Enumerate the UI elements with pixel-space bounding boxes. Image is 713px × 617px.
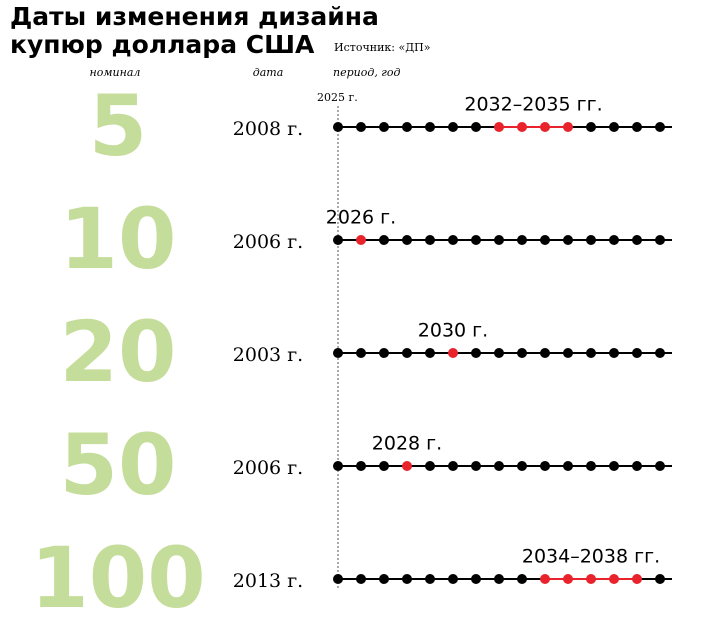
date: 2006 г. (233, 231, 303, 253)
period-dot (609, 574, 619, 584)
period-dot (356, 235, 366, 245)
year-dot (379, 461, 389, 471)
year-dot (609, 348, 619, 358)
year-dot (333, 574, 343, 584)
start-label: 2025 г. (317, 91, 358, 104)
year-dot (448, 235, 458, 245)
period-dot (563, 122, 573, 132)
year-dot (356, 461, 366, 471)
year-dot (540, 235, 550, 245)
date: 2006 г. (233, 457, 303, 479)
period-dot (586, 574, 596, 584)
year-dot (356, 348, 366, 358)
year-dot (517, 235, 527, 245)
year-dot (448, 461, 458, 471)
period-label: 2026 г. (326, 207, 396, 229)
period-dot (402, 461, 412, 471)
year-dot (517, 348, 527, 358)
nominal: 100 (30, 529, 205, 617)
year-dot (379, 122, 389, 132)
column-header: дата (253, 66, 284, 79)
year-dot (379, 235, 389, 245)
year-dot (333, 122, 343, 132)
year-dot (333, 348, 343, 358)
period-dot (563, 574, 573, 584)
year-dot (448, 574, 458, 584)
year-dot (563, 461, 573, 471)
year-dot (655, 348, 665, 358)
year-dot (609, 235, 619, 245)
nominal: 10 (60, 190, 177, 288)
year-dot (586, 235, 596, 245)
date: 2003 г. (233, 344, 303, 366)
year-dot (655, 235, 665, 245)
year-dot (609, 122, 619, 132)
year-dot (333, 235, 343, 245)
year-dot (586, 348, 596, 358)
year-dot (356, 574, 366, 584)
year-dot (586, 461, 596, 471)
year-dot (540, 461, 550, 471)
period-dot (540, 574, 550, 584)
year-dot (494, 574, 504, 584)
year-dot (632, 122, 642, 132)
year-dot (425, 574, 435, 584)
year-dot (655, 122, 665, 132)
year-dot (494, 461, 504, 471)
source: Источник: «ДП» (334, 41, 430, 54)
year-dot (563, 235, 573, 245)
year-dot (517, 461, 527, 471)
year-dot (494, 235, 504, 245)
year-dot (471, 122, 481, 132)
nominal: 50 (60, 416, 177, 514)
year-dot (494, 348, 504, 358)
year-dot (632, 235, 642, 245)
period-dot (632, 574, 642, 584)
period-dot (517, 122, 527, 132)
year-dot (333, 461, 343, 471)
year-dot (402, 574, 412, 584)
year-dot (632, 461, 642, 471)
column-header: номинал (90, 66, 141, 79)
period-label: 2034–2038 гг. (522, 546, 660, 568)
period-label: 2030 г. (418, 320, 488, 342)
period-label: 2028 г. (372, 433, 442, 455)
year-dot (563, 348, 573, 358)
year-dot (471, 574, 481, 584)
chart-title: Даты изменения дизайна (10, 2, 379, 31)
nominal: 20 (60, 303, 177, 401)
period-label: 2032–2035 гг. (464, 94, 602, 116)
year-dot (471, 348, 481, 358)
year-dot (517, 574, 527, 584)
year-dot (632, 348, 642, 358)
column-header: период, год (333, 66, 400, 79)
year-dot (356, 122, 366, 132)
year-dot (402, 235, 412, 245)
year-dot (448, 122, 458, 132)
year-dot (586, 122, 596, 132)
year-dot (425, 461, 435, 471)
year-dot (425, 348, 435, 358)
date: 2013 г. (233, 570, 303, 592)
nominal: 5 (89, 77, 147, 175)
year-dot (425, 235, 435, 245)
period-dot (540, 122, 550, 132)
period-dot (448, 348, 458, 358)
year-dot (425, 122, 435, 132)
period-dot (494, 122, 504, 132)
year-dot (379, 574, 389, 584)
date: 2008 г. (233, 118, 303, 140)
year-dot (471, 235, 481, 245)
year-dot (609, 461, 619, 471)
year-dot (471, 461, 481, 471)
year-dot (379, 348, 389, 358)
year-dot (540, 348, 550, 358)
year-dot (402, 122, 412, 132)
year-dot (402, 348, 412, 358)
year-dot (655, 574, 665, 584)
year-dot (655, 461, 665, 471)
chart-title: купюр доллара США (10, 30, 315, 59)
